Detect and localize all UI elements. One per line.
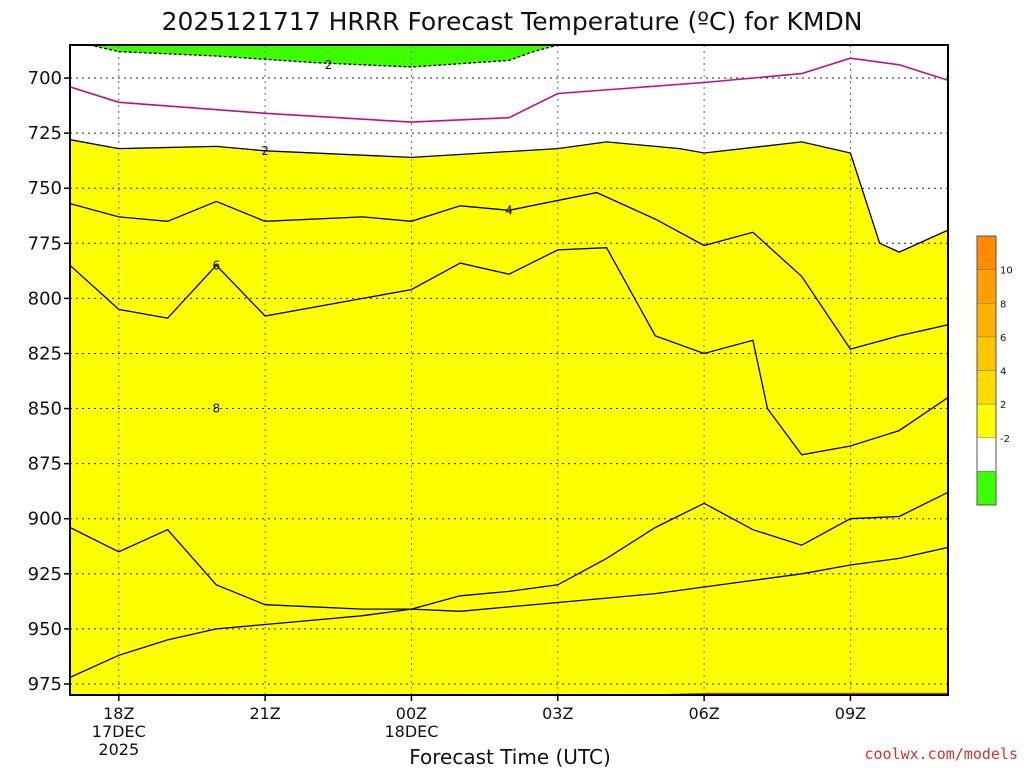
y-tick-label: 775 bbox=[28, 233, 62, 254]
y-tick-label: 750 bbox=[28, 178, 62, 199]
x-tick-sublabel: 18DEC bbox=[384, 722, 438, 741]
y-tick-label: 975 bbox=[28, 674, 62, 695]
fill-band-cold bbox=[70, 45, 948, 253]
x-tick-label: 06Z bbox=[688, 704, 719, 723]
y-tick-label: 925 bbox=[28, 564, 62, 585]
contour-line--2-1 bbox=[70, 57, 948, 123]
contour-label: 4 bbox=[505, 203, 513, 217]
colorbar-label: 10 bbox=[1000, 266, 1013, 277]
colorbar-label: 8 bbox=[1000, 299, 1006, 310]
contour-label: 2 bbox=[325, 58, 333, 72]
x-axis-label: Forecast Time (UTC) bbox=[409, 745, 611, 768]
colorbar-bin bbox=[976, 303, 997, 338]
y-tick-label: 725 bbox=[28, 123, 62, 144]
colorbar-bin bbox=[976, 437, 997, 472]
x-tick-label: 00Z bbox=[396, 704, 427, 723]
contour-line-4-3 bbox=[70, 191, 948, 350]
contour-line-8-5 bbox=[70, 491, 948, 610]
colorbar-bin bbox=[976, 235, 997, 270]
x-tick-year: 2025 bbox=[98, 740, 139, 759]
y-tick-label: 800 bbox=[28, 288, 62, 309]
colorbar: 10 8 6 4 2 -2 bbox=[976, 235, 1013, 506]
x-tick-label: 21Z bbox=[249, 704, 280, 723]
contour-label: 2 bbox=[261, 144, 269, 158]
colorbar-label: 4 bbox=[1000, 367, 1006, 378]
y-tick-label: 875 bbox=[28, 454, 62, 475]
colorbar-bin bbox=[976, 269, 997, 304]
plot-layers: 2 2 4 6 8 bbox=[70, 45, 948, 695]
y-axis-ticks: 700 725 750 775 800 825 850 875 900 925 950 975 bbox=[28, 68, 70, 695]
y-tick-label: 950 bbox=[28, 619, 62, 640]
contour-line-2-0 bbox=[89, 45, 558, 68]
fill-band-green bbox=[89, 45, 558, 67]
colorbar-bin bbox=[976, 403, 997, 438]
fill-band-2-4 bbox=[70, 139, 948, 695]
plot-area: 2 2 4 6 8 bbox=[69, 44, 949, 696]
contour-label: 8 bbox=[213, 402, 221, 416]
y-tick-label: 900 bbox=[28, 509, 62, 530]
colorbar-label: 2 bbox=[1000, 400, 1006, 411]
credit-text: coolwx.com/models bbox=[864, 745, 1018, 763]
colorbar-bin bbox=[976, 336, 997, 371]
contour-line-2-2 bbox=[70, 139, 948, 253]
contour-line-6-4 bbox=[70, 247, 948, 456]
x-tick-sublabel: 17DEC bbox=[92, 722, 146, 741]
y-tick-label: 700 bbox=[28, 68, 62, 89]
plot-frame bbox=[69, 44, 949, 696]
x-tick-label: 03Z bbox=[542, 704, 573, 723]
colorbar-bin bbox=[976, 471, 997, 506]
x-tick-label: 09Z bbox=[835, 704, 866, 723]
x-tick-label: 18Z bbox=[103, 704, 134, 723]
colorbar-bin bbox=[976, 370, 997, 405]
y-tick-label: 850 bbox=[28, 399, 62, 420]
chart-title: 2025121717 HRRR Forecast Temperature (ºC… bbox=[162, 7, 863, 36]
contour-label: 6 bbox=[213, 258, 221, 272]
colorbar-label: 6 bbox=[1000, 333, 1006, 344]
y-tick-label: 825 bbox=[28, 343, 62, 364]
colorbar-label: -2 bbox=[1000, 434, 1010, 445]
contour-line-10-6 bbox=[70, 546, 948, 678]
colorbar-frame bbox=[976, 235, 997, 506]
